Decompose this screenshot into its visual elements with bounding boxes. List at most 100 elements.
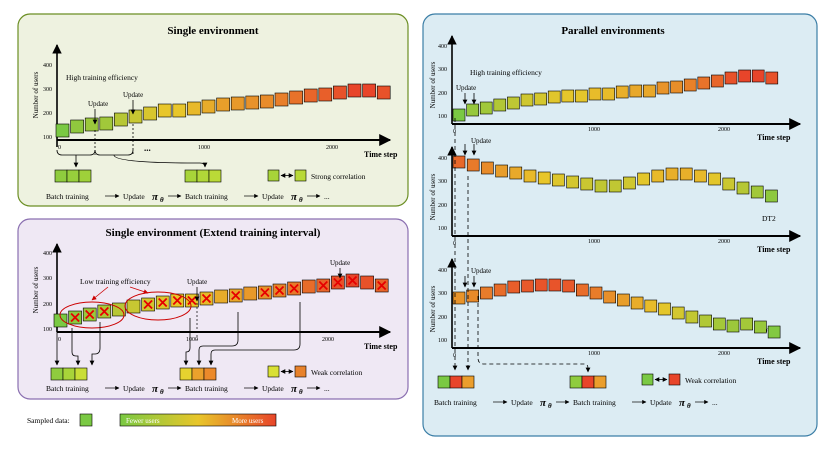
data-cell <box>670 80 683 94</box>
xtick-0: 0 <box>453 353 456 359</box>
legend-cell-a <box>267 169 280 182</box>
skipped-cross <box>99 306 109 317</box>
data-cell <box>507 280 521 294</box>
flow-pi-2: π <box>679 397 686 409</box>
ytick-300: 300 <box>43 87 52 93</box>
data-cell <box>523 169 537 183</box>
data-cell <box>376 85 391 100</box>
data-cell <box>480 286 493 300</box>
update-label-a: Update <box>187 278 207 286</box>
xtick-0: 0 <box>58 145 61 151</box>
panel-single-title: Single environment <box>167 25 259 37</box>
data-cell <box>736 181 750 195</box>
data-cell <box>594 179 608 193</box>
data-cell <box>711 74 724 88</box>
users-gradient-bar <box>119 413 277 427</box>
data-cell <box>575 89 588 103</box>
ytick-400: 400 <box>438 44 447 50</box>
legend-weak-correlation: Weak correlation <box>311 368 362 377</box>
data-cell <box>493 283 507 297</box>
x-axis-label: Time step <box>364 150 398 159</box>
data-cell <box>333 85 347 100</box>
data-cell <box>615 85 629 99</box>
data-cell <box>754 320 767 334</box>
panel-extend: Single environment (Extend training inte… <box>17 218 409 400</box>
ytick-200: 200 <box>438 203 447 209</box>
data-cell <box>172 103 187 118</box>
data-cell <box>243 286 258 301</box>
flow-theta-1: θ <box>160 196 164 204</box>
xtick-2000: 2000 <box>718 351 730 357</box>
ytick-100: 100 <box>438 114 447 120</box>
flow-ellipsis: ... <box>324 192 330 201</box>
skipped-cross <box>172 295 182 306</box>
data-cell <box>360 275 374 290</box>
xtick-1000: 1000 <box>588 351 600 357</box>
data-cell <box>84 117 99 132</box>
ytick-200: 200 <box>438 315 447 321</box>
flow-theta-2: θ <box>299 196 303 204</box>
data-cell <box>712 317 726 331</box>
data-cell <box>187 101 201 116</box>
ytick-400: 400 <box>43 63 52 69</box>
skipped-cross <box>289 283 299 294</box>
low-eff-ellipse-b <box>124 291 192 321</box>
flow-ellipsis: ... <box>712 398 718 407</box>
low-eff-arrow-b <box>129 286 149 294</box>
skipped-cross <box>318 280 328 291</box>
data-cell <box>318 87 333 102</box>
data-cell <box>575 283 589 297</box>
legend-weak-correlation: Weak correlation <box>685 376 736 385</box>
low-eff-arrow-a <box>91 286 109 301</box>
skipped-cross <box>274 285 285 296</box>
subchart-dt3: 100 200 300 400 Number of users 0 1000 2… <box>429 258 802 366</box>
panel-extend-title: Single environment (Extend training inte… <box>106 227 321 239</box>
x-axis-label: Time step <box>757 133 791 142</box>
flow-pi-2: π <box>291 383 298 395</box>
panel-parallel: Parallel environments 100 200 300 400 Nu… <box>422 13 818 437</box>
data-cell <box>495 164 508 178</box>
series-dt3 <box>452 278 781 339</box>
flow-theta-2: θ <box>687 402 691 410</box>
legend-cell-a <box>641 373 654 386</box>
y-axis-label: Number of users <box>429 285 437 332</box>
data-cell <box>589 286 603 300</box>
legend-cell-a <box>267 365 280 378</box>
data-cell <box>630 296 644 310</box>
data-cell <box>245 95 260 110</box>
data-cell <box>580 177 594 191</box>
data-cell <box>507 96 520 110</box>
data-cell <box>128 109 143 124</box>
update-label-a: Update <box>88 100 108 108</box>
ytick-300: 300 <box>438 67 447 73</box>
data-cell <box>493 98 507 112</box>
batch-b <box>184 169 222 183</box>
xtick-2000: 2000 <box>326 145 338 151</box>
data-cell <box>740 317 754 331</box>
data-cell <box>214 289 228 304</box>
flow-pi-1: π <box>152 383 159 395</box>
panel-single: Single environment 100 200 300 400 Numbe… <box>17 13 409 207</box>
data-cell <box>301 279 316 294</box>
data-cell <box>347 83 362 98</box>
flow-batch-training-1: Batch training <box>46 192 89 201</box>
parallel-dashed-connectors <box>452 118 591 373</box>
ytick-100: 100 <box>43 135 52 141</box>
batch-parallel-b <box>569 375 607 389</box>
data-cell <box>547 90 561 104</box>
data-cell <box>685 310 699 324</box>
data-cell <box>566 175 579 189</box>
flow-update-1: Update <box>123 384 145 393</box>
data-cell <box>99 116 114 131</box>
data-cell <box>694 169 707 183</box>
legend-strong-correlation: Strong correlation <box>311 172 366 181</box>
skipped-cross <box>187 295 197 306</box>
xtick-1000: 1000 <box>588 239 600 245</box>
data-cell <box>537 171 551 185</box>
data-cell <box>697 76 711 90</box>
data-cell <box>452 155 466 169</box>
xtick-2000: 2000 <box>718 127 730 133</box>
ytick-200: 200 <box>43 302 52 308</box>
data-cell <box>637 172 650 186</box>
